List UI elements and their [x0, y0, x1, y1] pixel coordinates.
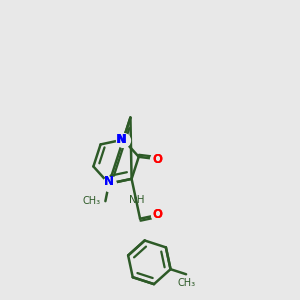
- Text: O: O: [152, 153, 162, 166]
- Text: N: N: [116, 133, 126, 146]
- Text: O: O: [152, 153, 162, 166]
- Text: N: N: [104, 175, 114, 188]
- Text: NH: NH: [129, 195, 145, 205]
- Text: O: O: [152, 208, 163, 221]
- Text: CH₃: CH₃: [177, 278, 195, 288]
- Text: CH₃: CH₃: [83, 196, 101, 206]
- Text: N: N: [104, 176, 114, 188]
- Text: O: O: [152, 208, 163, 221]
- Text: N: N: [117, 133, 127, 146]
